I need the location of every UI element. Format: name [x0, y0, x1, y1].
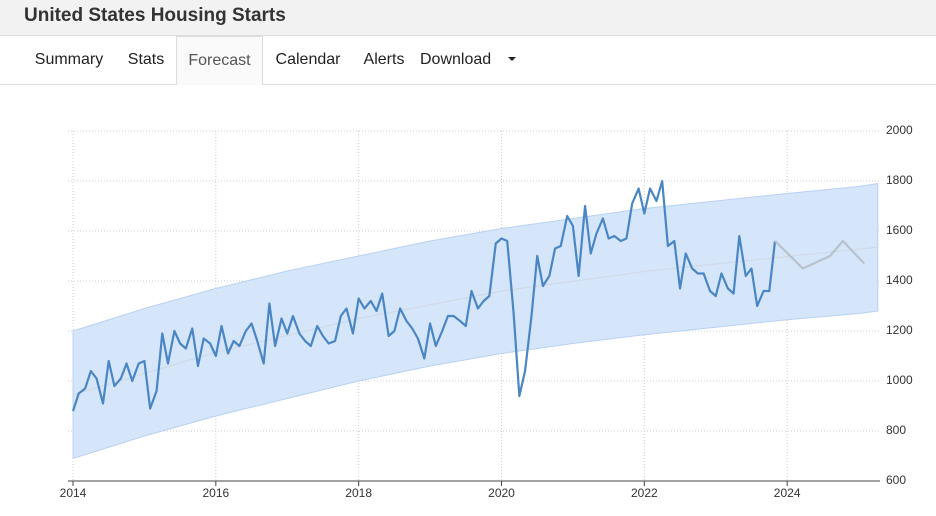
dropdown-caret	[508, 57, 516, 61]
x-tick-label: 2020	[488, 486, 515, 500]
tab[interactable]: Forecast	[176, 36, 263, 85]
tab[interactable]: Calendar	[275, 51, 341, 68]
x-tick-label: 2014	[60, 486, 87, 500]
series-line	[71, 179, 777, 412]
y-tick-label: 2000	[886, 123, 913, 137]
confidence-band	[72, 182, 879, 460]
page-title: United States Housing Starts	[24, 5, 286, 26]
tab[interactable]: Alerts	[363, 51, 405, 68]
tab[interactable]: Download	[420, 51, 492, 68]
y-tick-label: 1000	[886, 373, 913, 387]
y-tick-label: 600	[886, 473, 906, 487]
chart: 600 800 1000 1200 1400 1600 1800 2000 2014 2016 20…	[60, 123, 913, 500]
y-tick-label: 800	[886, 423, 906, 437]
x-tick-label: 2018	[345, 486, 372, 500]
y-tick-label: 1200	[886, 323, 913, 337]
tab[interactable]: Summary	[34, 51, 104, 68]
y-tick-label: 1800	[886, 173, 913, 187]
tab[interactable]: Stats	[127, 51, 165, 68]
x-tick-label: 2022	[631, 486, 658, 500]
x-tick-label: 2024	[774, 486, 801, 500]
tab-bar: Summary Stats Forecast Calendar Alerts D…	[0, 36, 936, 85]
y-tick-label: 1600	[886, 223, 913, 237]
x-tick-label: 2016	[202, 486, 229, 500]
header: United States Housing Starts	[0, 0, 936, 36]
y-tick-label: 1400	[886, 273, 913, 287]
series-line	[774, 239, 866, 270]
